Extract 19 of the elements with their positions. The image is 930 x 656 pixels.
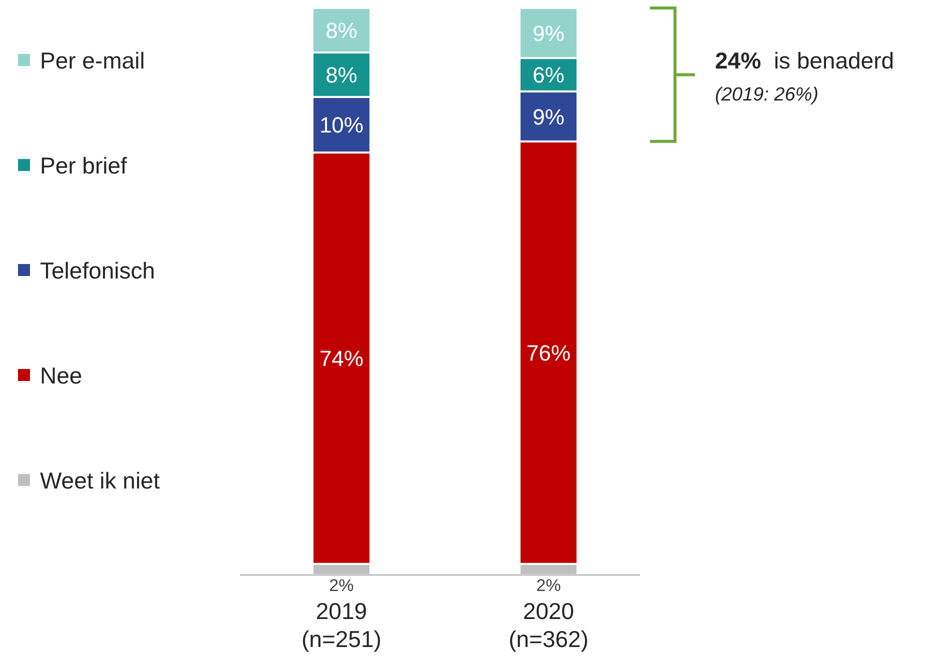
x-tick-label: 2019 (n=251): [302, 598, 382, 652]
legend-label: Per brief: [40, 152, 128, 178]
data-label: 2%: [536, 576, 561, 595]
data-label: 74%: [319, 346, 364, 372]
data-label: 8%: [326, 62, 358, 88]
data-label: 8%: [326, 18, 358, 44]
data-label: 6%: [532, 62, 564, 88]
legend-label: Weet ik niet: [40, 467, 160, 494]
x-tick-label: 2020 (n=362): [508, 598, 588, 652]
data-label: 9%: [532, 104, 564, 130]
text: (2019: 26%): [715, 84, 819, 106]
legend-label: Nee: [40, 362, 82, 388]
data-label: 10%: [319, 112, 364, 138]
data-label: 76%: [526, 340, 571, 366]
legend-label: Per e-mail: [40, 47, 145, 74]
data-label: 2%: [329, 576, 354, 595]
text: 24% is benaderd: [715, 48, 894, 74]
legend-label: Telefonisch: [40, 257, 156, 284]
data-label: 9%: [532, 20, 564, 46]
